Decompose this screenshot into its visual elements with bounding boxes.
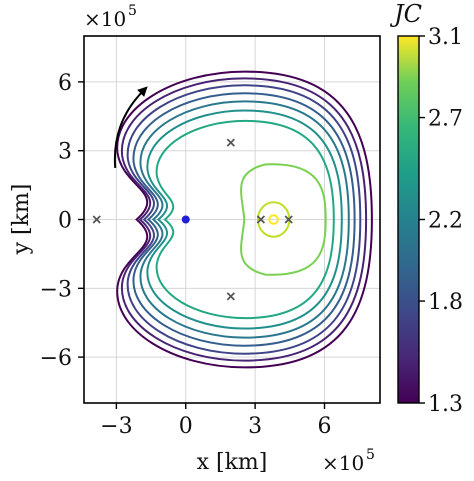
contour-line-jc-2.15 (146, 109, 343, 330)
x-axis-label: x [km] (197, 450, 268, 475)
lagrange-cross-stroke (226, 292, 235, 301)
lagrange-cross-stroke (256, 215, 266, 224)
colorbar-ticks: 1.3 1.8 2.2 2.7 3.1 (419, 25, 463, 417)
markers (92, 138, 293, 301)
y-scale-base: ×10 (84, 7, 126, 31)
lagrange-cross-stroke (226, 138, 235, 147)
y-tick-label: −3 (40, 277, 72, 302)
colorbar-tick-label: 2.2 (428, 209, 463, 234)
y-tick-label: 0 (58, 209, 72, 234)
axis-ticks: −3 0 3 6 −6 −3 0 3 6 (40, 71, 332, 439)
lagrange-point-l3 (92, 215, 101, 224)
lagrange-cross-stroke (284, 215, 293, 224)
colorbar-tick-label: 1.3 (428, 392, 463, 417)
contour-line-jc-2.4 (155, 119, 335, 320)
y-tick-label: 6 (58, 71, 72, 96)
lagrange-point-l1 (256, 215, 266, 224)
rotation-arrow (113, 86, 148, 168)
contour-line-jc-1.45 (121, 77, 368, 362)
x-tick-label: 6 (318, 414, 332, 439)
contour-line-jc-1.95 (139, 100, 350, 339)
colorbar: JC 1.3 1.8 2.2 2.7 3.1 (389, 0, 463, 417)
contour-line-jc-2.6 (240, 163, 327, 276)
y-scale-exponent: 5 (128, 3, 137, 19)
x-scale-factor: ×10 5 (322, 447, 375, 475)
contour-line-jc-1.6 (126, 84, 362, 355)
x-tick-label: 3 (248, 414, 262, 439)
lagrange-cross-stroke (92, 215, 101, 224)
contour-line-moon-inner (268, 214, 279, 225)
x-tick-label: 0 (179, 414, 193, 439)
colorbar-tick-label: 1.8 (428, 290, 463, 315)
x-tick-label: −3 (100, 414, 132, 439)
contour-lines (116, 70, 373, 369)
colorbar-tick-label: 3.1 (428, 25, 463, 50)
x-scale-base: ×10 (322, 451, 364, 475)
lagrange-point-l5 (226, 292, 235, 301)
y-axis-label: y [km] (9, 184, 34, 256)
y-scale-factor: ×10 5 (84, 3, 137, 31)
x-scale-exponent: 5 (366, 447, 375, 463)
y-tick-label: 3 (58, 140, 72, 165)
colorbar-tick-label: 2.7 (428, 107, 463, 132)
rotation-arrow-curve (113, 86, 148, 168)
earth-marker (181, 215, 190, 224)
y-tick-label: −6 (40, 346, 72, 371)
lagrange-point-l2 (284, 215, 293, 224)
colorbar-title: JC (389, 0, 422, 28)
lagrange-point-l4 (226, 138, 235, 147)
contour-line-jc-1.78 (132, 92, 356, 347)
grid (84, 36, 380, 403)
colorbar-bar (397, 35, 420, 404)
contour-line-jc-1.3 (116, 70, 373, 369)
